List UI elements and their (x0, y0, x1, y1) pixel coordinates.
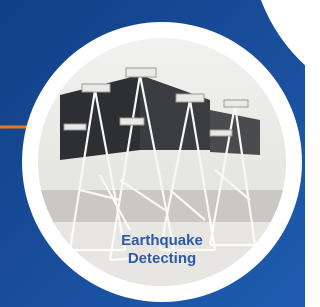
caption-line: Detecting (128, 250, 196, 267)
page: Earthquake Detecting (() => { const data… (0, 0, 305, 307)
scene: Earthquake Detecting (0, 0, 305, 307)
caption-line: Earthquake (121, 232, 203, 249)
